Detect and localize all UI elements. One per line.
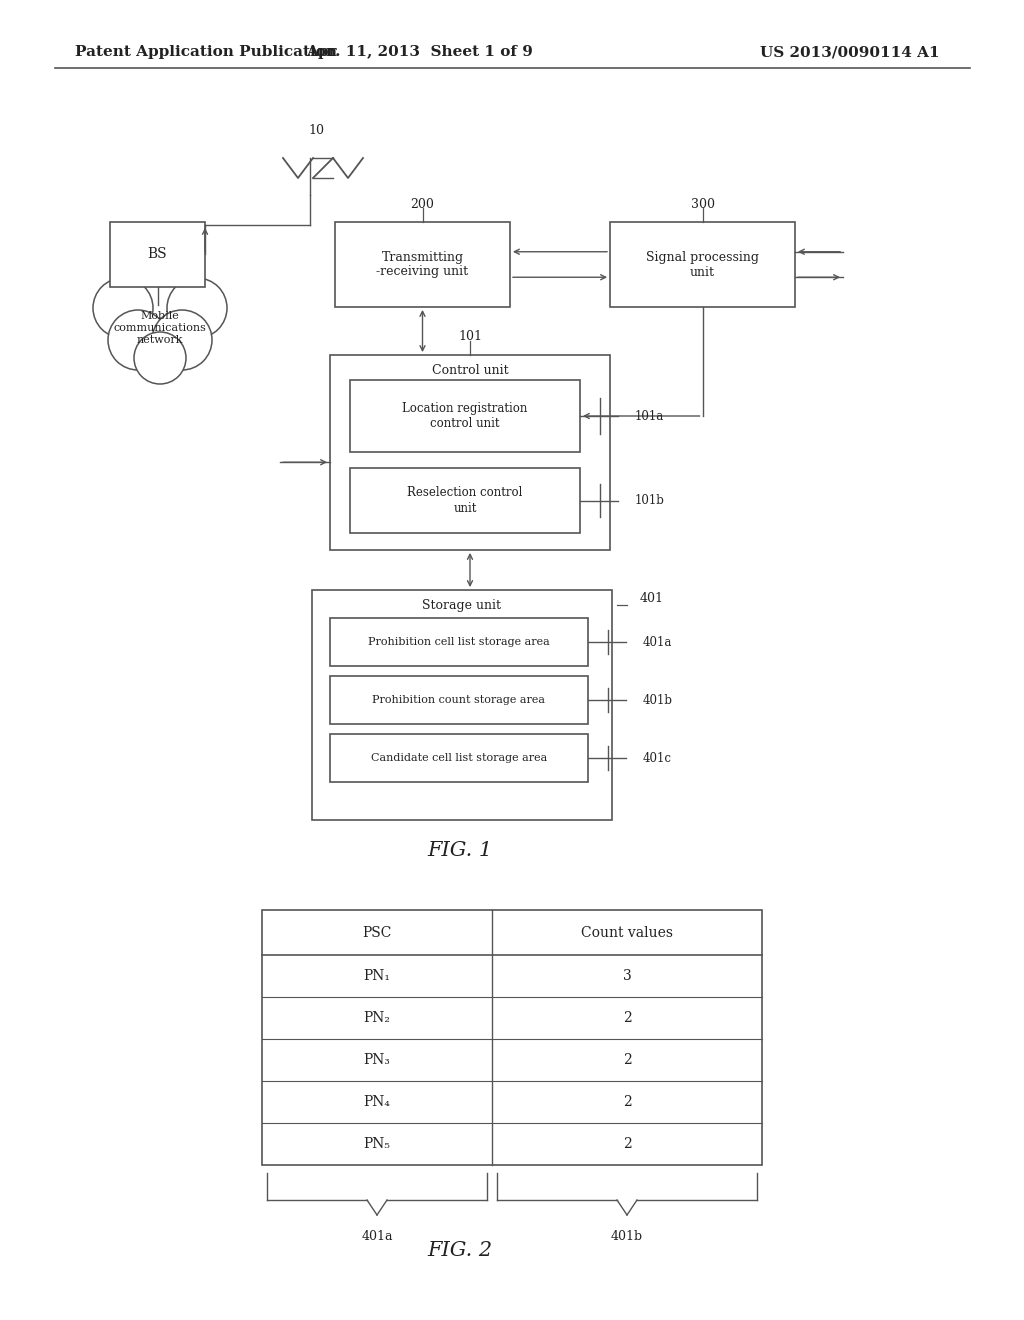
Bar bbox=[312, 590, 612, 820]
Bar bbox=[350, 380, 580, 451]
Bar bbox=[330, 355, 610, 550]
Circle shape bbox=[118, 273, 202, 356]
Bar bbox=[110, 222, 205, 286]
Text: 401a: 401a bbox=[643, 635, 673, 648]
Text: Reselection control
unit: Reselection control unit bbox=[408, 487, 522, 515]
Bar bbox=[330, 618, 588, 667]
Text: Signal processing
unit: Signal processing unit bbox=[646, 251, 759, 279]
Circle shape bbox=[108, 310, 168, 370]
Bar bbox=[350, 469, 580, 533]
Text: FIG. 1: FIG. 1 bbox=[427, 841, 493, 859]
Text: 401c: 401c bbox=[643, 751, 672, 764]
Circle shape bbox=[93, 279, 153, 338]
Text: 3: 3 bbox=[623, 969, 632, 983]
Bar bbox=[330, 734, 588, 781]
Text: PN₁: PN₁ bbox=[364, 969, 390, 983]
Text: PN₂: PN₂ bbox=[364, 1011, 390, 1026]
Text: Patent Application Publication: Patent Application Publication bbox=[75, 45, 337, 59]
Text: 2: 2 bbox=[623, 1053, 632, 1067]
Text: Prohibition cell list storage area: Prohibition cell list storage area bbox=[368, 638, 550, 647]
Text: Control unit: Control unit bbox=[432, 363, 508, 376]
Text: 2: 2 bbox=[623, 1096, 632, 1109]
Text: 101: 101 bbox=[458, 330, 482, 343]
Bar bbox=[335, 222, 510, 308]
Text: Prohibition count storage area: Prohibition count storage area bbox=[373, 696, 546, 705]
Text: PSC: PSC bbox=[362, 927, 392, 940]
Text: 401b: 401b bbox=[611, 1230, 643, 1243]
Text: 10: 10 bbox=[308, 124, 324, 137]
Text: 401a: 401a bbox=[361, 1230, 393, 1243]
Text: 300: 300 bbox=[690, 198, 715, 210]
Text: 101a: 101a bbox=[635, 409, 665, 422]
Bar bbox=[330, 676, 588, 723]
Text: Mobile
communications
network: Mobile communications network bbox=[114, 312, 207, 345]
Text: PN₄: PN₄ bbox=[364, 1096, 390, 1109]
Circle shape bbox=[152, 310, 212, 370]
Text: BS: BS bbox=[147, 248, 167, 261]
Circle shape bbox=[167, 279, 227, 338]
Text: PN₃: PN₃ bbox=[364, 1053, 390, 1067]
Text: 2: 2 bbox=[623, 1011, 632, 1026]
Text: 200: 200 bbox=[411, 198, 434, 210]
Bar bbox=[262, 909, 762, 1166]
Text: FIG. 2: FIG. 2 bbox=[427, 1241, 493, 1259]
Text: Transmitting
-receiving unit: Transmitting -receiving unit bbox=[377, 251, 469, 279]
Text: Storage unit: Storage unit bbox=[423, 599, 502, 612]
Text: US 2013/0090114 A1: US 2013/0090114 A1 bbox=[761, 45, 940, 59]
Circle shape bbox=[134, 333, 186, 384]
Text: Location registration
control unit: Location registration control unit bbox=[402, 403, 527, 430]
Bar bbox=[610, 222, 795, 308]
Text: PN₅: PN₅ bbox=[364, 1137, 390, 1151]
Text: 101b: 101b bbox=[635, 494, 665, 507]
Text: 401: 401 bbox=[640, 591, 664, 605]
Text: Count values: Count values bbox=[581, 927, 673, 940]
Text: 2: 2 bbox=[623, 1137, 632, 1151]
Text: Apr. 11, 2013  Sheet 1 of 9: Apr. 11, 2013 Sheet 1 of 9 bbox=[306, 45, 534, 59]
Text: Candidate cell list storage area: Candidate cell list storage area bbox=[371, 752, 547, 763]
Text: 401b: 401b bbox=[643, 693, 673, 706]
